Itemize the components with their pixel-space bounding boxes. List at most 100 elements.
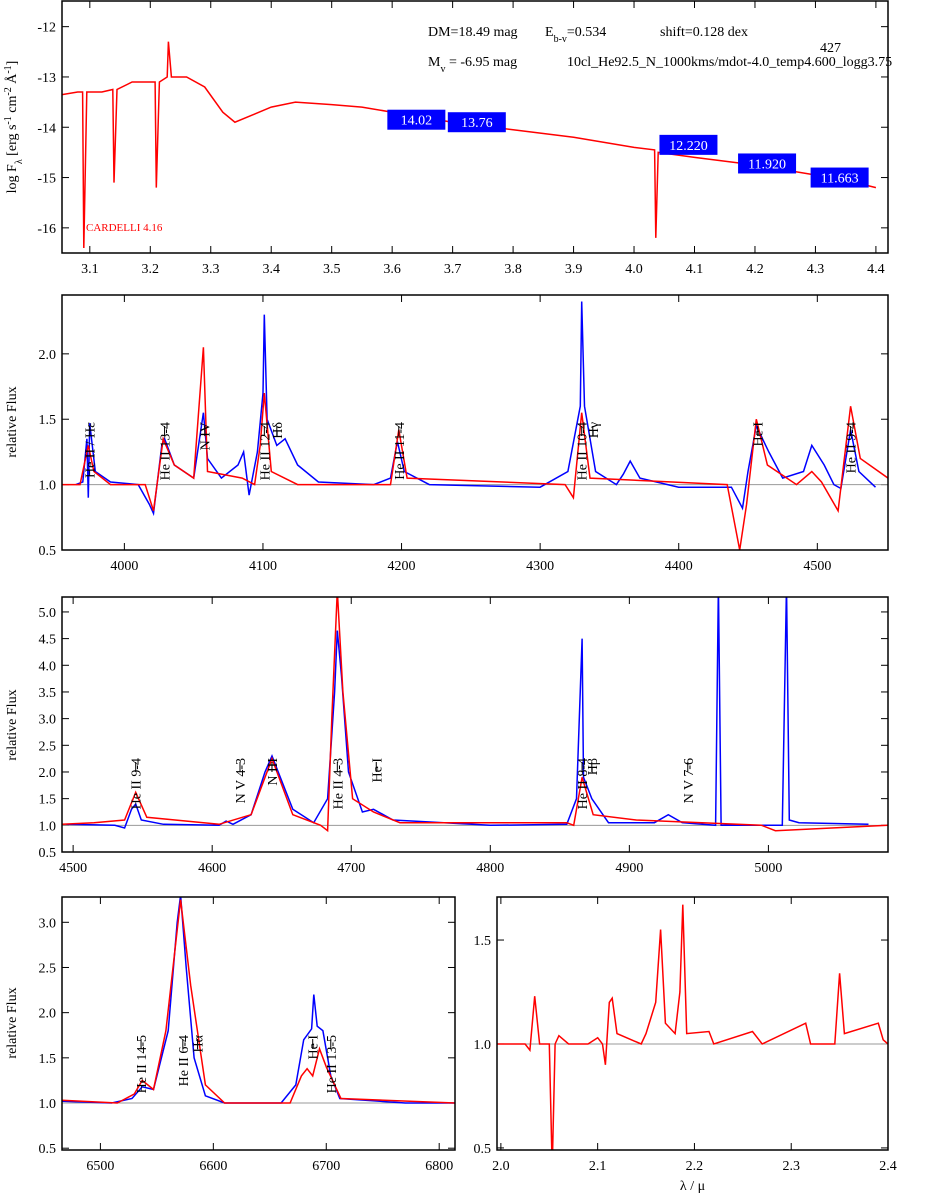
x-tick-label: 4500 bbox=[803, 559, 831, 574]
y-tick-label: 2.0 bbox=[39, 766, 57, 781]
x-tick-label: 4000 bbox=[110, 559, 138, 574]
annotation: He I bbox=[752, 422, 767, 447]
photometry-label: 13.76 bbox=[461, 116, 493, 131]
x-tick-label: 6800 bbox=[425, 1159, 453, 1174]
y-axis-label-part: cm bbox=[5, 96, 20, 117]
x-tick-label: 4200 bbox=[388, 559, 416, 574]
annotation-part: = -6.95 mag bbox=[445, 55, 517, 70]
photometry-box bbox=[387, 109, 446, 130]
annotation: N III bbox=[266, 758, 281, 786]
id-label: 427 bbox=[820, 41, 841, 56]
x-tick-label: 4500 bbox=[59, 861, 87, 876]
y-tick-label: -13 bbox=[37, 71, 56, 86]
y-tick-label: 2.5 bbox=[39, 739, 57, 754]
y-axis-label-part: -1 bbox=[3, 65, 14, 73]
y-tick-label: -15 bbox=[37, 172, 56, 187]
y-axis-label: relative Flux bbox=[5, 987, 20, 1058]
x-tick-label: 4.0 bbox=[625, 262, 643, 277]
y-tick-label: 1.0 bbox=[39, 1097, 57, 1112]
annotation: He II 12-4 bbox=[258, 422, 273, 480]
plot-frame bbox=[61, 294, 889, 551]
annotation: shift=0.128 dex bbox=[660, 25, 748, 40]
y-tick-label: 1.5 bbox=[39, 413, 57, 428]
y-tick-label: 2.0 bbox=[39, 1007, 57, 1022]
annotation-part: DM=18.49 mag bbox=[428, 25, 518, 40]
plot-frame bbox=[61, 0, 889, 254]
annotation: Eb-v=0.534 bbox=[545, 25, 606, 45]
spectrum bbox=[66, 597, 869, 829]
annotation: He II 6-4 bbox=[177, 1035, 192, 1086]
y-tick-label: 1.0 bbox=[39, 819, 57, 834]
extinction-label: CARDELLI 4.16 bbox=[86, 222, 163, 234]
annotation-part: M bbox=[428, 55, 441, 70]
annotation: 10cl_He92.5_N_1000kms/mdot-4.0_temp4.600… bbox=[567, 55, 892, 70]
spectrum bbox=[62, 899, 455, 1104]
y-axis-label-part: ] bbox=[5, 61, 20, 66]
y-axis-label-part: Å bbox=[4, 73, 20, 88]
y-tick-label: 1.5 bbox=[39, 793, 57, 808]
y-tick-label: 4.5 bbox=[39, 633, 57, 648]
y-axis-label-part: [erg s bbox=[5, 125, 20, 160]
y-tick-label: -14 bbox=[37, 121, 56, 136]
annotation: Hβ bbox=[586, 758, 601, 775]
annotation-part: 10cl_He92.5_N_1000kms/mdot-4.0_temp4.600… bbox=[567, 55, 892, 70]
x-tick-label: 6500 bbox=[86, 1159, 114, 1174]
x-tick-label: 4900 bbox=[615, 861, 643, 876]
annotation: He II / Hε bbox=[84, 422, 99, 478]
spectrum bbox=[62, 897, 455, 1104]
spectrum bbox=[62, 597, 888, 833]
y-tick-label: 1.0 bbox=[39, 479, 57, 494]
y-tick-label: 3.0 bbox=[39, 916, 57, 931]
annotation: He II 14-5 bbox=[135, 1035, 150, 1093]
y-tick-label: 1.0 bbox=[474, 1038, 492, 1053]
x-tick-label: 3.8 bbox=[504, 262, 522, 277]
annotation: Mv = -6.95 mag bbox=[428, 55, 517, 75]
annotation: He II 10-4 bbox=[576, 422, 591, 480]
photometry-label: 12.220 bbox=[669, 139, 708, 154]
y-tick-label: 3.5 bbox=[39, 686, 57, 701]
x-tick-label: 2.4 bbox=[879, 1159, 897, 1174]
y-axis-label-part: log F bbox=[5, 164, 20, 193]
x-tick-label: 4100 bbox=[249, 559, 277, 574]
photometry-label: 14.02 bbox=[401, 114, 433, 129]
x-tick-label: 3.4 bbox=[262, 262, 280, 277]
plot-frame bbox=[61, 896, 456, 1151]
y-tick-label: 5.0 bbox=[39, 606, 57, 621]
photometry-box bbox=[659, 134, 718, 155]
annotation: N V 4-3 bbox=[234, 758, 249, 803]
y-tick-label: 4.0 bbox=[39, 659, 57, 674]
y-tick-label: 0.5 bbox=[474, 1142, 492, 1157]
annotation: He II 13-5 bbox=[325, 1035, 340, 1093]
x-tick-label: 3.1 bbox=[81, 262, 99, 277]
annotation: Hδ bbox=[271, 422, 286, 439]
annotation: He II 13-4 bbox=[159, 422, 174, 480]
photometry-box bbox=[810, 167, 869, 188]
photometry-label: 11.920 bbox=[748, 157, 786, 172]
annotation: He II 4-3 bbox=[331, 758, 346, 809]
x-tick-label: 4.1 bbox=[686, 262, 704, 277]
annotation-part: v bbox=[440, 64, 445, 75]
x-tick-label: 4.3 bbox=[807, 262, 825, 277]
annotation: He I bbox=[370, 758, 385, 783]
spectrum bbox=[62, 41, 877, 249]
annotation: He II 9-4 bbox=[845, 422, 860, 473]
y-tick-label: 0.5 bbox=[39, 544, 57, 559]
y-axis-label-part: -1 bbox=[3, 116, 14, 124]
y-axis-label-part: λ bbox=[14, 159, 25, 164]
y-axis-label: relative Flux bbox=[5, 689, 20, 760]
x-tick-label: 4300 bbox=[526, 559, 554, 574]
y-axis-label: log Fλ [erg s-1 cm-2 Å-1] bbox=[3, 61, 25, 194]
plot-frame bbox=[496, 896, 889, 1151]
x-tick-label: 3.5 bbox=[323, 262, 341, 277]
annotation: He I bbox=[307, 1035, 322, 1060]
x-tick-label: 4400 bbox=[665, 559, 693, 574]
annotation-part: E bbox=[545, 25, 554, 40]
x-tick-label: 3.9 bbox=[565, 262, 583, 277]
annotation: He II 9-4 bbox=[130, 758, 145, 809]
x-tick-label: 6700 bbox=[312, 1159, 340, 1174]
annotation-part: shift=0.128 dex bbox=[660, 25, 748, 40]
x-tick-label: 2.1 bbox=[589, 1159, 607, 1174]
annotation: N IV bbox=[199, 422, 214, 450]
annotation: He II 11-4 bbox=[393, 422, 408, 480]
